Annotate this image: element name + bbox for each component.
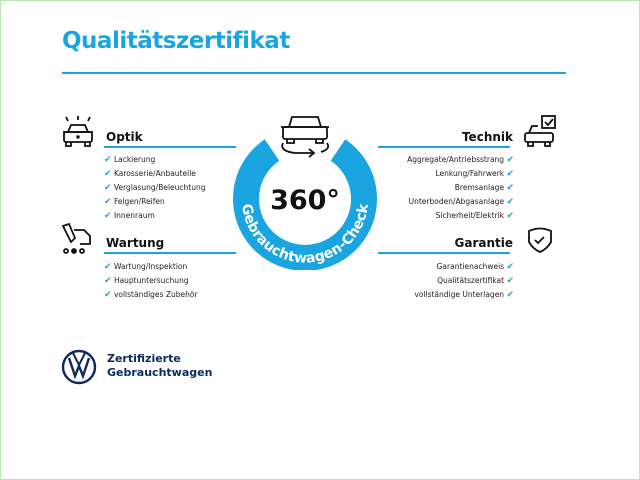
check-icon: ✔: [506, 211, 514, 221]
list-item: ✔ Wartung/Inspektion: [104, 262, 188, 272]
car-checkbox-icon: [524, 115, 556, 147]
check-icon: ✔: [104, 183, 112, 193]
shield-check-icon: [528, 227, 552, 253]
check-icon: ✔: [506, 155, 514, 165]
list-wartung: ✔ Wartung/Inspektion ✔ Hauptuntersuchung…: [104, 260, 198, 302]
section-title-technik: Technik: [461, 130, 513, 144]
list-technik: Aggregate/Antriebsstrang ✔ Lenkung/Fahrw…: [407, 153, 514, 223]
ring-arc: [233, 139, 377, 270]
check-icon: ✔: [506, 183, 514, 193]
list-item: ✔ vollständiges Zubehör: [104, 290, 198, 300]
list-item: ✔ Verglasung/Beleuchtung: [104, 183, 206, 193]
divider-wartung: [104, 252, 236, 254]
check-icon: ✔: [104, 276, 112, 286]
list-item: ✔ Lackierung: [104, 155, 156, 165]
service-tools-icon: [61, 222, 91, 254]
section-title-optik: Optik: [106, 130, 143, 144]
car-lights-icon: [63, 116, 93, 147]
list-item: Garantienachweis ✔: [436, 262, 514, 272]
list-item: ✔ Innenraum: [104, 211, 155, 221]
check-icon: ✔: [506, 197, 514, 207]
list-item: Qualitätszertifikat ✔: [437, 276, 514, 286]
list-item: ✔ Karosserie/Anbauteile: [104, 169, 196, 179]
list-item: Aggregate/Antriebsstrang ✔: [407, 155, 514, 165]
check-icon: ✔: [104, 262, 112, 272]
360-check-badge: 360° Gebrauchtwagen-Check: [233, 116, 377, 270]
brand-text: Zertifizierte Gebrauchtwagen: [107, 352, 212, 380]
page-title: Qualitätszertifikat: [62, 28, 290, 54]
check-icon: ✔: [104, 155, 112, 165]
check-icon: ✔: [506, 276, 514, 286]
vw-logo: [61, 349, 97, 385]
check-icon: ✔: [506, 262, 514, 272]
list-item: Bremsanlage ✔: [454, 183, 514, 193]
brand-line-1: Zertifizierte: [107, 352, 181, 365]
ring-center-text: 360°: [270, 185, 340, 216]
divider-garantie: [378, 252, 510, 254]
brand-line-2: Gebrauchtwagen: [107, 366, 213, 379]
section-title-garantie: Garantie: [454, 236, 514, 250]
check-icon: ✔: [104, 211, 112, 221]
list-garantie: Garantienachweis ✔ Qualitätszertifikat ✔…: [414, 260, 514, 302]
list-item: Sicherheit/Elektrik ✔: [435, 211, 514, 221]
section-title-wartung: Wartung: [106, 236, 165, 250]
title-divider: [62, 72, 566, 74]
rotating-car-icon: [281, 116, 330, 158]
list-item: vollständige Unterlagen ✔: [414, 290, 514, 300]
check-icon: ✔: [506, 290, 514, 300]
list-item: Lenkung/Fahrwerk ✔: [435, 169, 515, 179]
check-icon: ✔: [104, 290, 112, 300]
check-icon: ✔: [506, 169, 514, 179]
divider-optik: [104, 146, 236, 148]
check-icon: ✔: [104, 169, 112, 179]
list-item: ✔ Felgen/Reifen: [104, 197, 165, 207]
check-icon: ✔: [104, 197, 112, 207]
list-optik: ✔ Lackierung ✔ Karosserie/Anbauteile ✔ V…: [104, 153, 206, 223]
divider-technik: [378, 146, 510, 148]
list-item: Unterboden/Abgasanlage ✔: [408, 197, 514, 207]
list-item: ✔ Hauptuntersuchung: [104, 276, 189, 286]
